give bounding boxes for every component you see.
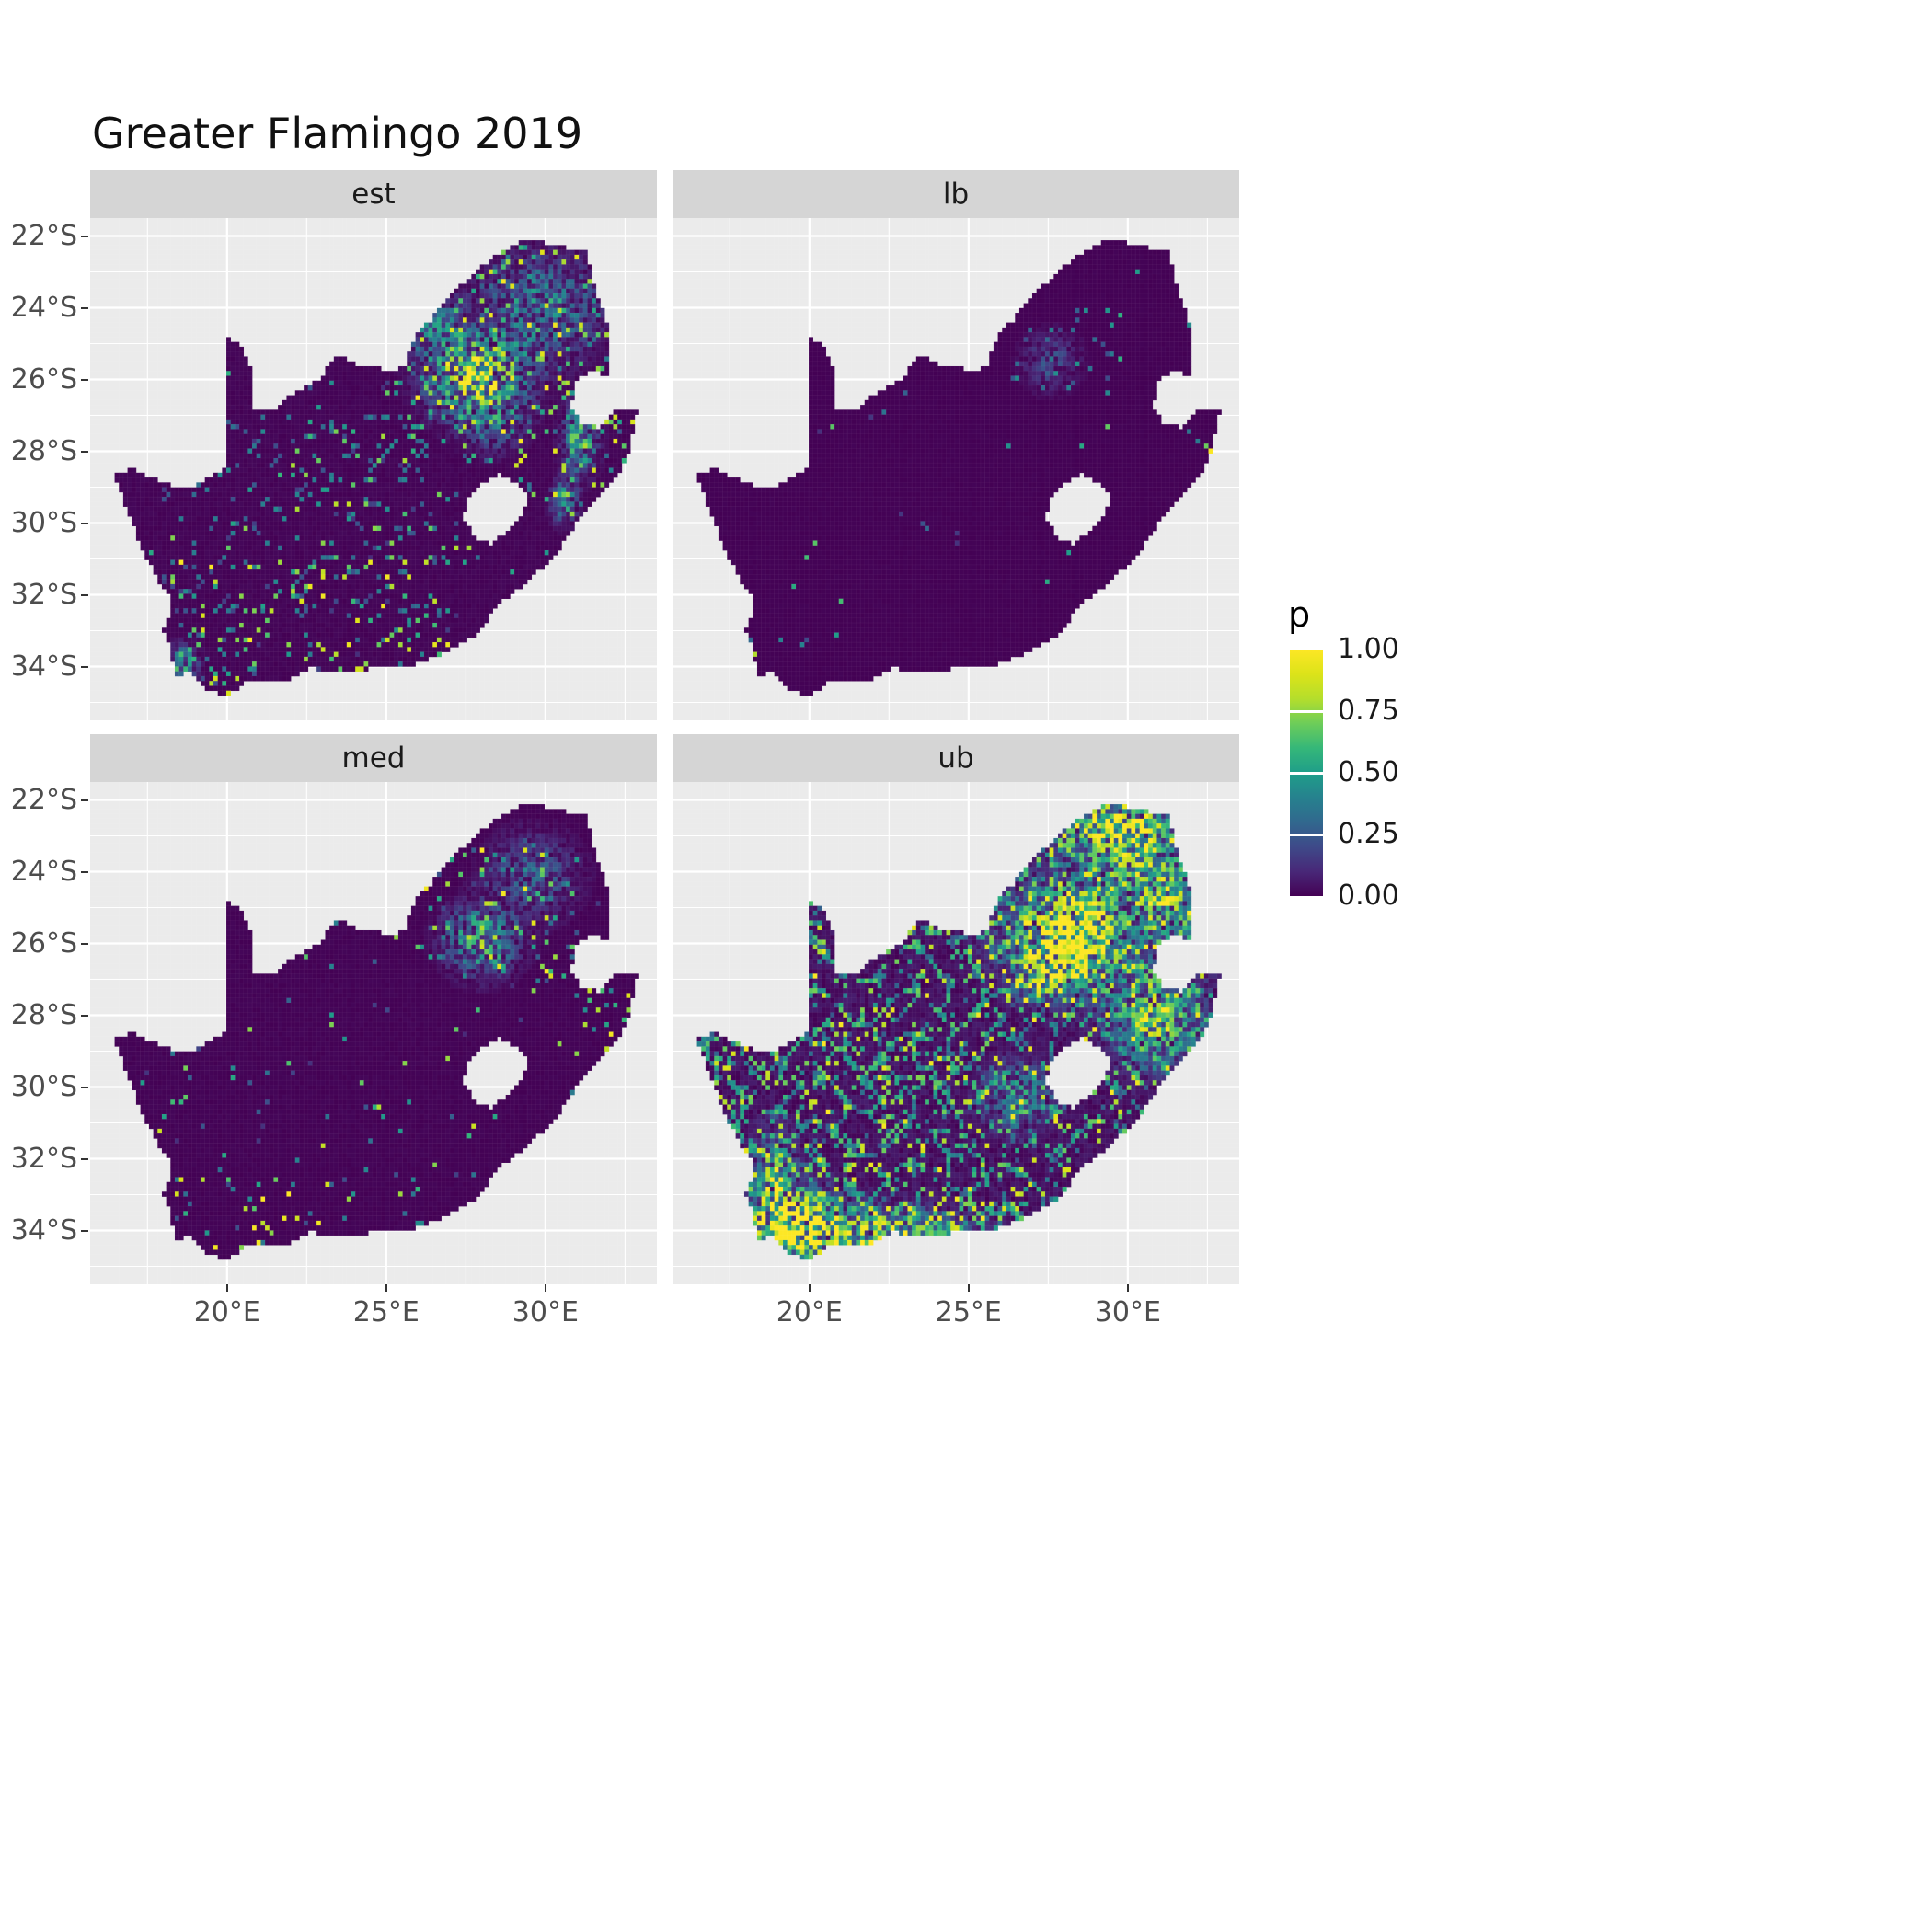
x-tick-label: 25°E: [935, 1296, 1002, 1328]
legend-tick-label: 0.25: [1338, 818, 1399, 850]
legend-tick-label: 0.75: [1338, 695, 1399, 727]
y-tick-mark: [81, 1014, 88, 1017]
x-tick-label: 30°E: [1094, 1296, 1161, 1328]
y-tick-label: 34°S: [10, 1213, 77, 1247]
y-tick-mark: [81, 942, 88, 945]
y-tick-label: 30°S: [10, 1070, 77, 1103]
y-tick-label: 22°S: [10, 783, 77, 816]
facet-strip-label: ub: [937, 742, 974, 775]
y-tick-label: 32°S: [10, 1142, 77, 1175]
x-tick-label: 20°E: [776, 1296, 843, 1328]
legend-colorbar: [1290, 650, 1323, 896]
y-tick-mark: [81, 593, 88, 596]
facet-lb: lb: [673, 170, 1239, 720]
legend-tick-mark: [1290, 709, 1323, 713]
y-tick-mark: [81, 306, 88, 309]
y-tick-mark: [81, 1157, 88, 1160]
facet-strip-label: est: [351, 178, 396, 211]
legend-tick-label: 1.00: [1338, 633, 1399, 665]
x-tick-mark: [385, 1284, 387, 1292]
facet-strip-label: med: [341, 742, 406, 775]
y-tick-mark: [81, 799, 88, 801]
x-tick-mark: [808, 1284, 811, 1292]
y-tick-label: 34°S: [10, 650, 77, 683]
map-canvas-med: [90, 782, 657, 1284]
legend-tick-mark: [1290, 771, 1323, 775]
y-tick-label: 30°S: [10, 506, 77, 539]
legend-tick-label: 0.50: [1338, 756, 1399, 788]
facet-med: med: [90, 734, 657, 1284]
facet-est: est: [90, 170, 657, 720]
x-tick-mark: [1126, 1284, 1129, 1292]
facet-strip-lb: lb: [673, 170, 1239, 218]
y-tick-mark: [81, 450, 88, 453]
map-canvas-lb: [673, 218, 1239, 720]
map-canvas-est: [90, 218, 657, 720]
chart-title: Greater Flamingo 2019: [92, 109, 583, 158]
y-tick-label: 24°S: [10, 291, 77, 324]
facet-ub: ub: [673, 734, 1239, 1284]
y-tick-label: 24°S: [10, 855, 77, 888]
y-tick-mark: [81, 1229, 88, 1232]
y-tick-mark: [81, 378, 88, 381]
x-tick-mark: [225, 1284, 228, 1292]
facet-strip-label: lb: [942, 178, 970, 211]
x-tick-label: 30°E: [512, 1296, 579, 1328]
facet-strip-est: est: [90, 170, 657, 218]
y-tick-mark: [81, 235, 88, 237]
facet-strip-med: med: [90, 734, 657, 782]
y-tick-label: 22°S: [10, 219, 77, 252]
legend-tick-label: 0.00: [1338, 880, 1399, 912]
y-tick-label: 32°S: [10, 578, 77, 611]
y-tick-mark: [81, 870, 88, 873]
legend-tick-mark: [1290, 833, 1323, 836]
y-tick-label: 28°S: [10, 434, 77, 467]
x-tick-label: 25°E: [352, 1296, 420, 1328]
y-tick-label: 26°S: [10, 362, 77, 396]
map-canvas-ub: [673, 782, 1239, 1284]
y-tick-label: 28°S: [10, 998, 77, 1031]
legend-title: p: [1288, 594, 1311, 635]
y-tick-mark: [81, 1086, 88, 1088]
y-tick-label: 26°S: [10, 926, 77, 960]
x-tick-mark: [544, 1284, 546, 1292]
facet-strip-ub: ub: [673, 734, 1239, 782]
y-tick-mark: [81, 665, 88, 668]
x-tick-mark: [967, 1284, 970, 1292]
y-tick-mark: [81, 522, 88, 524]
x-tick-label: 20°E: [193, 1296, 260, 1328]
